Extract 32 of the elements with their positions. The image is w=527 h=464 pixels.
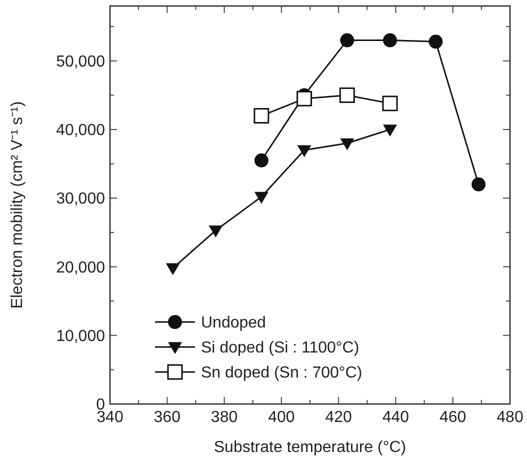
- legend-label: Sn doped (Sn : 700°C): [201, 364, 362, 382]
- legend-label: Undoped: [201, 314, 266, 332]
- x-tick-label: 420: [325, 409, 352, 426]
- point: [340, 138, 354, 150]
- y-axis-title: Electron mobility (cm² V⁻¹ s⁻¹): [9, 101, 26, 309]
- y-tick-label: 40,000: [56, 122, 106, 140]
- x-tick-label: 480: [496, 409, 524, 426]
- y-tick-label: 10,000: [56, 328, 106, 345]
- point: [296, 90, 312, 106]
- point: [472, 177, 486, 192]
- point: [382, 96, 398, 112]
- point: [340, 33, 354, 48]
- legend-label: Si doped (Si : 1100°C): [201, 340, 360, 357]
- point: [254, 192, 268, 204]
- point: [383, 33, 397, 48]
- point: [383, 124, 397, 137]
- y-tick-label: 50,000: [56, 53, 106, 70]
- x-axis-title: Substrate temperature (°C): [214, 439, 406, 456]
- x-tick-label: 380: [210, 409, 238, 426]
- point: [166, 263, 180, 276]
- y-tick-label: 30,000: [56, 190, 106, 208]
- x-tick-label: 360: [154, 409, 181, 426]
- point: [428, 34, 443, 49]
- x-tick-label: 440: [382, 409, 410, 426]
- x-tick-label: 400: [268, 409, 295, 426]
- y-tick-label: 20,000: [56, 259, 106, 276]
- point: [254, 153, 268, 168]
- point: [297, 145, 312, 158]
- point: [339, 87, 355, 103]
- point: [254, 108, 270, 124]
- x-tick-label: 460: [440, 409, 466, 426]
- point: [208, 225, 223, 238]
